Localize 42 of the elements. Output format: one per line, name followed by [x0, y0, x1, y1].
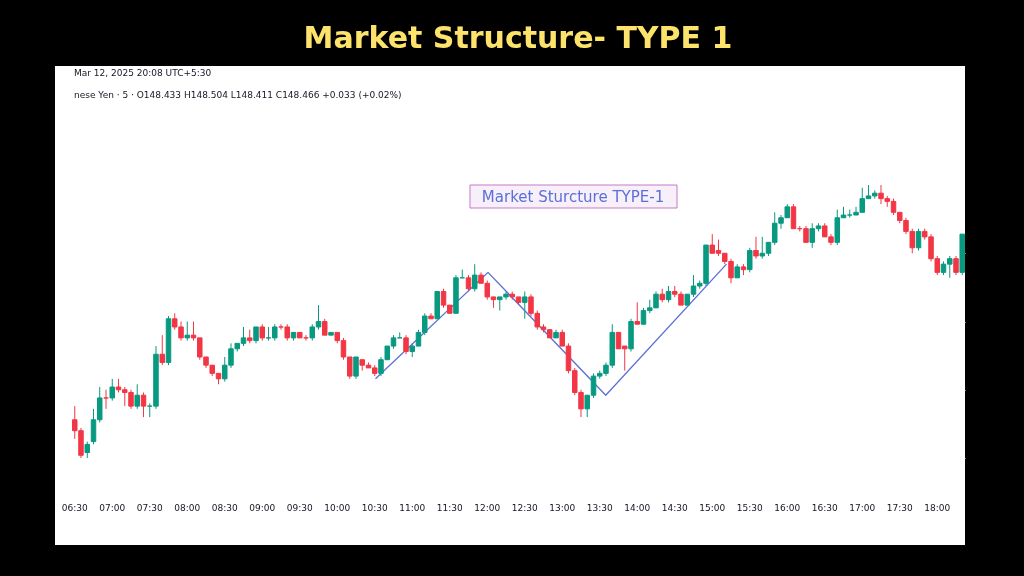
x-tick-label: 17:30	[886, 503, 913, 513]
x-tick-label: 11:00	[399, 503, 426, 513]
candlestick	[953, 255, 959, 276]
x-tick-label: 09:00	[249, 503, 276, 513]
x-tick-label: 17:00	[849, 503, 876, 513]
text: nese Yen · 5 · O148.433 H148.504 L148.411 C148.466 +0.033 (+0.02%)	[74, 90, 402, 100]
x-tick-label: 14:00	[624, 503, 651, 513]
x-tick-label: 14:30	[661, 503, 688, 513]
x-tick-label: 15:30	[736, 503, 763, 513]
x-tick-label: 13:00	[549, 503, 576, 513]
candlestick	[747, 247, 753, 273]
x-tick-label: 08:00	[174, 503, 201, 513]
x-tick-label: 16:30	[811, 503, 838, 513]
chart-title: Market Structure- TYPE 1	[303, 20, 733, 55]
x-tick-label: 09:30	[286, 503, 313, 513]
x-tick-label: 12:00	[474, 503, 501, 513]
x-tick-label: 07:30	[136, 503, 163, 513]
candlestick	[140, 391, 147, 418]
x-tick-label: 12:30	[511, 503, 538, 513]
x-tick-label: 15:00	[699, 503, 726, 513]
candlestick	[184, 321, 190, 342]
candlestick	[790, 203, 797, 230]
x-tick-label: 16:00	[774, 503, 801, 513]
candlestick	[403, 334, 409, 355]
x-tick-label: 13:30	[586, 503, 613, 513]
x-tick-label: 10:00	[324, 503, 351, 513]
candlestick	[159, 334, 166, 366]
candlestick	[109, 378, 115, 402]
x-tick-label: 07:00	[99, 503, 126, 513]
candlestick	[134, 383, 140, 410]
text: Mar 12, 2025 20:08 UTC+5:30	[74, 68, 212, 78]
x-tick-label: 11:30	[436, 503, 463, 513]
candlestick	[471, 263, 478, 292]
annotation: Market Sturcture TYPE-1	[481, 187, 665, 206]
x-tick-label: 10:30	[361, 503, 388, 513]
x-tick-label: 18:00	[924, 503, 951, 513]
candlestick	[353, 356, 359, 380]
candlestick	[753, 236, 759, 260]
candlestick	[522, 290, 528, 320]
candlestick	[634, 301, 640, 325]
x-tick-label: 06:30	[61, 503, 88, 513]
x-tick-label: 08:30	[211, 503, 238, 513]
